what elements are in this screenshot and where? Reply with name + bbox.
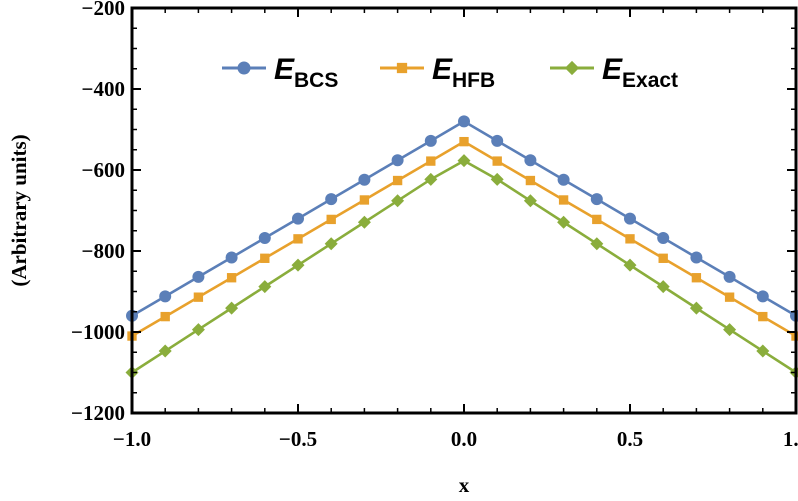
data-point — [358, 173, 371, 186]
data-point — [459, 136, 469, 147]
data-point — [656, 280, 670, 294]
legend-label: EExact — [602, 53, 678, 92]
data-point — [723, 323, 737, 337]
data-point — [292, 212, 304, 225]
data-point — [557, 173, 570, 186]
y-tick-label: −1200 — [71, 401, 125, 425]
x-tick-label: 1.0 — [783, 427, 798, 451]
data-point — [391, 194, 405, 208]
data-point — [192, 270, 205, 283]
x-tick-label: −0.5 — [279, 427, 317, 451]
y-tick-label: −200 — [82, 0, 125, 20]
data-point — [623, 258, 637, 272]
data-point — [426, 156, 436, 166]
data-point — [191, 323, 205, 337]
data-point — [490, 172, 504, 186]
data-point — [492, 156, 502, 166]
data-point — [689, 301, 703, 315]
data-point — [193, 292, 204, 302]
data-point — [625, 234, 635, 244]
data-point — [756, 290, 769, 303]
data-point — [525, 175, 536, 186]
data-point — [391, 154, 404, 167]
data-point — [724, 292, 735, 302]
data-point — [758, 311, 768, 322]
y-tick-label: −600 — [82, 158, 125, 182]
data-point — [624, 212, 636, 225]
data-point — [424, 172, 438, 186]
data-point — [658, 253, 668, 263]
legend-marker — [564, 60, 580, 76]
data-point — [226, 273, 237, 283]
series-bcs — [126, 115, 798, 322]
y-tick-label: −400 — [82, 77, 125, 101]
data-point — [325, 193, 338, 206]
legend-marker — [396, 62, 408, 74]
data-point — [326, 214, 336, 225]
data-point — [590, 237, 604, 251]
series-line — [131, 119, 797, 317]
data-point — [523, 194, 537, 208]
legend-item-hfb: EHFB — [380, 53, 495, 92]
data-point — [160, 311, 170, 322]
data-point — [260, 253, 270, 263]
data-point — [657, 232, 670, 245]
data-point — [424, 134, 437, 147]
data-point — [359, 195, 370, 205]
data-point — [293, 234, 303, 244]
data-point — [557, 215, 571, 229]
series-exact — [125, 154, 798, 379]
legend-marker — [237, 61, 251, 75]
data-point — [258, 232, 271, 245]
data-point — [392, 175, 403, 186]
series-line — [131, 159, 797, 374]
x-tick-label: 0.5 — [617, 427, 643, 451]
legend: EBCS EHFB EExact — [222, 53, 678, 92]
y-tick-label: −1000 — [71, 320, 125, 344]
data-point — [756, 344, 770, 358]
data-point — [357, 215, 371, 229]
data-point — [457, 154, 471, 168]
y-tick-label: −800 — [82, 239, 125, 263]
series-layer — [125, 115, 798, 379]
data-point — [258, 280, 272, 294]
data-point — [291, 258, 305, 272]
data-point — [158, 344, 172, 358]
data-point — [324, 237, 338, 251]
data-point — [592, 214, 602, 225]
data-point — [690, 251, 703, 264]
data-point — [458, 115, 470, 128]
data-point — [159, 290, 172, 303]
x-tick-label: −1.0 — [113, 427, 151, 451]
data-point — [491, 134, 504, 147]
legend-item-exact: EExact — [550, 53, 678, 92]
data-point — [524, 154, 537, 167]
data-point — [590, 193, 603, 206]
legend-item-bcs: EBCS — [222, 53, 338, 92]
data-point — [225, 251, 238, 264]
data-point — [723, 270, 736, 283]
x-axis-label: x — [459, 473, 470, 497]
x-tick-label: 0.0 — [451, 427, 477, 451]
y-axis-label: (Arbitrary units) — [7, 134, 31, 286]
data-point — [558, 195, 569, 205]
legend-label: EHFB — [432, 53, 495, 92]
data-point — [691, 273, 702, 283]
data-point — [225, 301, 239, 315]
ticks-layer: −1.0 −0.5 0.0 0.5 1.0 −200 −400 −600 −800 −1000 −1… — [71, 0, 798, 451]
legend-label: EBCS — [274, 53, 338, 92]
